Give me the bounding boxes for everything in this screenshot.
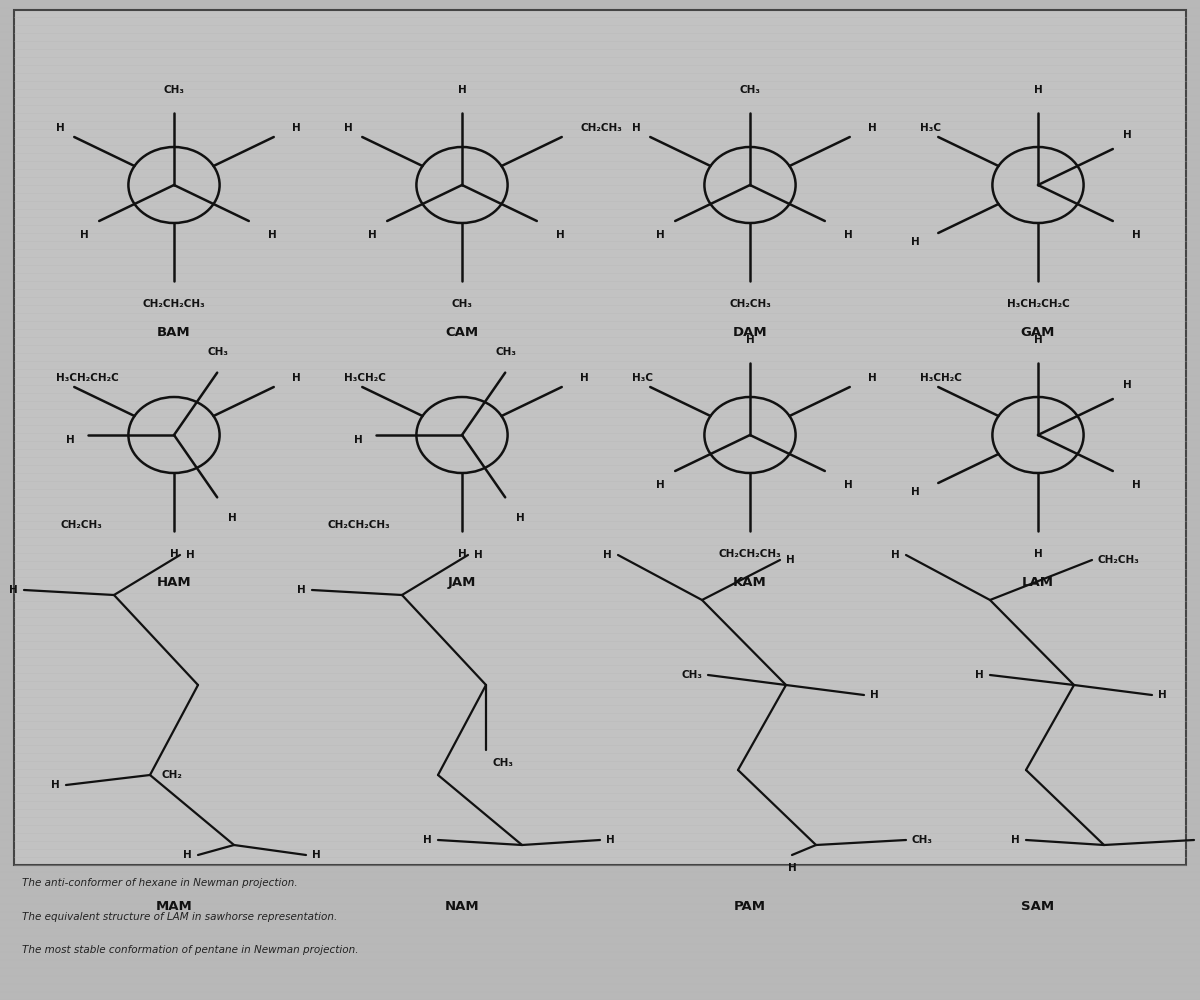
Text: H₃C: H₃C [919,123,941,133]
Text: CH₃: CH₃ [492,758,514,768]
Text: H: H [457,85,467,95]
Text: CH₂CH₂CH₃: CH₂CH₂CH₃ [143,299,205,309]
Text: H: H [976,670,984,680]
Text: H: H [424,835,432,845]
Text: H: H [343,123,353,133]
Text: H: H [911,487,919,497]
Text: H₃C: H₃C [631,373,653,383]
Text: H: H [844,230,852,240]
Text: H: H [474,550,482,560]
Text: H: H [1033,335,1043,345]
Text: H: H [1033,85,1043,95]
Text: CH₃: CH₃ [163,85,185,95]
Text: H: H [606,835,614,845]
Text: H: H [10,585,18,595]
Text: H: H [631,123,641,133]
Text: H: H [80,230,89,240]
Text: H: H [892,550,900,560]
Text: H: H [1132,480,1140,490]
Text: H₃CH₂CH₂C: H₃CH₂CH₂C [55,373,119,383]
Text: GAM: GAM [1021,326,1055,339]
Text: CH₂CH₃: CH₂CH₃ [1098,555,1140,565]
Text: H: H [1158,690,1166,700]
Text: H: H [293,373,301,383]
Text: H: H [870,690,878,700]
Text: H: H [228,513,236,523]
Text: CH₃: CH₃ [496,347,516,357]
Text: H: H [1123,380,1132,390]
Text: H: H [169,549,179,559]
Text: H: H [745,335,755,345]
Text: CH₃: CH₃ [451,299,473,309]
Text: MAM: MAM [156,900,192,913]
Text: H: H [1033,549,1043,559]
Text: H: H [55,123,65,133]
Text: BAM: BAM [157,326,191,339]
Text: CH₂CH₃: CH₂CH₃ [60,520,102,530]
Text: CH₂: CH₂ [162,770,182,780]
Text: KAM: KAM [733,576,767,589]
Text: H: H [581,373,589,383]
Text: H: H [869,123,877,133]
Text: H: H [66,435,74,445]
Text: NAM: NAM [445,900,479,913]
Text: CH₂CH₃: CH₂CH₃ [730,299,770,309]
Text: CH₃: CH₃ [739,85,761,95]
Text: PAM: PAM [734,900,766,913]
Text: CH₃: CH₃ [682,670,702,680]
Text: H: H [312,850,320,860]
Text: LAM: LAM [1022,576,1054,589]
Bar [14,10,1186,865]
Text: H: H [656,230,665,240]
Text: H: H [368,230,377,240]
Text: The most stable conformation of pentane in Newman projection.: The most stable conformation of pentane … [22,945,358,955]
Text: H₃CH₂CH₂C: H₃CH₂CH₂C [1007,299,1069,309]
Text: H: H [354,435,362,445]
Text: H: H [787,863,797,873]
Text: H: H [1123,130,1132,140]
Text: H: H [293,123,301,133]
Text: H: H [298,585,306,595]
Text: H: H [556,230,564,240]
Text: The equivalent structure of LAM in sawhorse representation.: The equivalent structure of LAM in sawho… [22,912,337,922]
Text: H: H [911,237,919,247]
Text: CH₂CH₂CH₃: CH₂CH₂CH₃ [719,549,781,559]
Text: H₃CH₂C: H₃CH₂C [919,373,961,383]
Text: H: H [268,230,276,240]
Text: H: H [184,850,192,860]
Text: JAM: JAM [448,576,476,589]
Text: H: H [844,480,852,490]
Text: CH₃: CH₃ [912,835,934,845]
Text: SAM: SAM [1021,900,1055,913]
Text: H: H [1012,835,1020,845]
Text: H: H [516,513,524,523]
Text: H: H [869,373,877,383]
Text: CH₂CH₂CH₃: CH₂CH₂CH₃ [328,520,390,530]
Text: H: H [1132,230,1140,240]
Text: HAM: HAM [157,576,191,589]
Text: DAM: DAM [733,326,767,339]
Text: H: H [786,555,794,565]
Text: The anti-conformer of hexane in Newman projection.: The anti-conformer of hexane in Newman p… [22,878,298,888]
Text: H: H [604,550,612,560]
Text: H: H [656,480,665,490]
Text: CH₃: CH₃ [208,347,228,357]
Text: CH₂CH₃: CH₂CH₃ [581,123,623,133]
Text: H: H [186,550,194,560]
Text: H: H [52,780,60,790]
Text: CAM: CAM [445,326,479,339]
Text: H₃CH₂C: H₃CH₂C [343,373,385,383]
Text: H: H [457,549,467,559]
